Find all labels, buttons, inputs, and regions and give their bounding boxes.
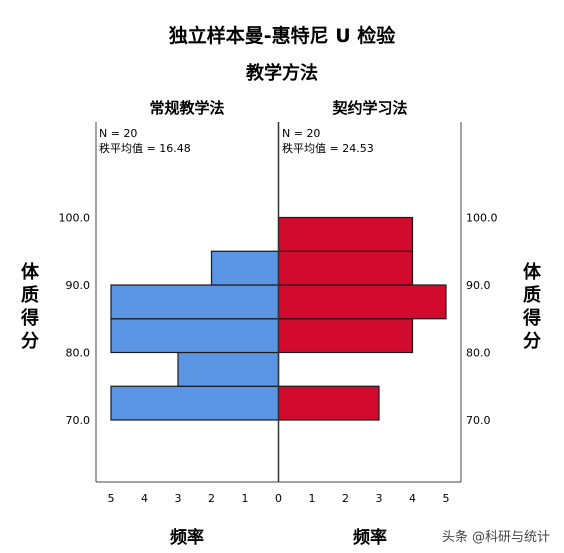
x-tick-label: 2 [342, 492, 349, 505]
right-bar-5 [277, 216, 414, 252]
y-axis-label-char: 得 [20, 307, 39, 329]
x-tick-label: 2 [208, 492, 215, 505]
left-mean-label: 秩平均值 = 16.48 [99, 142, 191, 155]
left-bar-2 [110, 318, 280, 354]
watermark: 头条 @科研与统计 [441, 530, 550, 545]
y-axis-label-char: 分 [523, 331, 541, 352]
left-y-tick-label: 100.0 [59, 212, 91, 225]
y-tick-group: 70.0 70.0 80.0 80.0 90.0 90.0 100.0 100.0 [59, 212, 498, 428]
left-y-tick-label: 90.0 [66, 279, 91, 292]
right-n-label: N = 20 [282, 127, 320, 140]
x-tick-label: 1 [309, 492, 316, 505]
right-mean-label: 秩平均值 = 24.53 [282, 142, 374, 155]
right-bar-4 [277, 250, 414, 286]
right-x-axis-label: 频率 [353, 527, 387, 548]
y-axis-label-char: 分 [21, 331, 39, 352]
x-tick-label: 5 [443, 492, 450, 505]
y-axis-label-char: 质 [21, 285, 39, 306]
left-y-tick-label: 80.0 [66, 347, 91, 360]
left-panel-title: 常规教学法 [149, 99, 224, 117]
x-tick-label: 3 [376, 492, 383, 505]
x-tick-label: 4 [141, 492, 148, 505]
y-axis-label-char: 体 [21, 261, 40, 283]
right-y-tick-label: 90.0 [466, 279, 491, 292]
chart-subtitle: 教学方法 [246, 62, 318, 84]
right-y-tick-label: 70.0 [466, 414, 491, 427]
x-tick-label: 3 [175, 492, 182, 505]
x-tick-label: 0 [275, 492, 282, 505]
y-axis-label-char: 体 [523, 261, 542, 283]
left-bar-1 [177, 351, 280, 387]
right-bar-3 [277, 284, 447, 320]
y-axis-label-char: 得 [522, 307, 541, 329]
x-tick-label: 1 [242, 492, 249, 505]
left-bar-4 [210, 250, 280, 286]
right-bar-2 [277, 318, 414, 354]
y-axis-label-char: 质 [523, 285, 541, 306]
bar-group [110, 216, 447, 421]
left-y-tick-label: 70.0 [66, 414, 91, 427]
chart-title: 独立样本曼-惠特尼 U 检验 [169, 24, 397, 47]
left-n-label: N = 20 [99, 127, 137, 140]
x-tick-label: 4 [409, 492, 416, 505]
right-panel-title: 契约学习法 [331, 99, 407, 117]
left-x-axis-label: 频率 [170, 527, 204, 548]
right-y-tick-label: 100.0 [466, 212, 498, 225]
x-tick-group: 5 4 3 2 1 0 1 2 3 4 5 [108, 492, 450, 505]
left-bar-3 [110, 284, 280, 320]
right-bar-0 [277, 385, 380, 421]
right-y-tick-label: 80.0 [466, 347, 491, 360]
left-bar-0 [110, 385, 280, 421]
x-tick-label: 5 [108, 492, 115, 505]
